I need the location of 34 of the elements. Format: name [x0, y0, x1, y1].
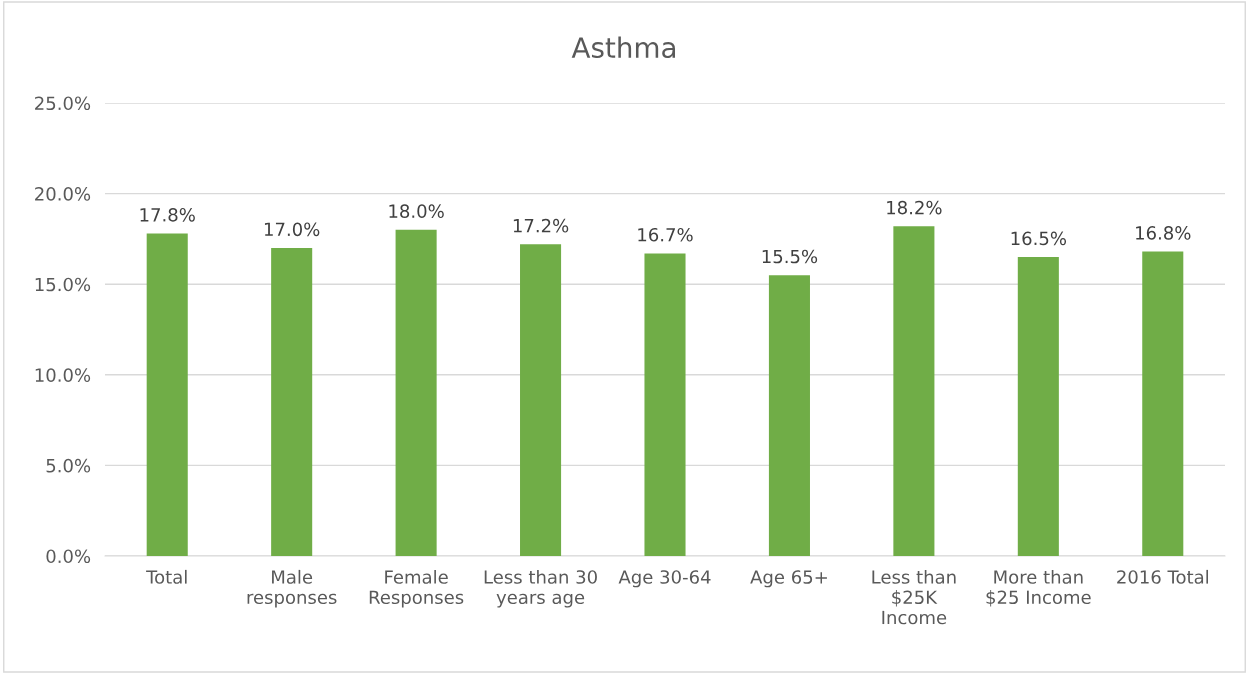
x-tick-label: Total	[146, 569, 187, 584]
bar	[893, 226, 935, 556]
y-tick-label: 0.0%	[46, 549, 91, 564]
x-tick-label: Less than $25K Income	[872, 569, 956, 625]
data-label: 18.2%	[887, 200, 942, 215]
data-label: 16.7%	[638, 227, 693, 242]
x-tick-label: Female Responses	[369, 569, 464, 608]
x-tick-label: Male responses	[247, 569, 337, 608]
data-label: 18.0%	[389, 204, 444, 219]
y-tick-label: 20.0%	[35, 187, 91, 201]
bar	[1142, 251, 1184, 556]
chart-title: Asthma	[571, 36, 676, 59]
x-tick-label: Age 65+	[750, 570, 827, 588]
y-tick-label: 15.0%	[35, 277, 91, 292]
x-tick-label: 2016 Total	[1117, 569, 1209, 584]
data-label: 17.8%	[140, 207, 195, 222]
bar	[1017, 257, 1059, 556]
data-label: 16.8%	[1136, 226, 1191, 240]
x-tick-label: Age 30-64	[618, 570, 711, 588]
bar	[520, 244, 562, 556]
y-tick-label: 10.0%	[35, 368, 91, 382]
data-label: 16.5%	[1011, 231, 1067, 246]
bar	[644, 253, 686, 556]
x-tick-label: More than $25 Income	[986, 569, 1091, 607]
y-tick-label: 25.0%	[35, 96, 91, 111]
x-tick-label: Less than 30 years age	[484, 569, 597, 608]
data-label: 15.5%	[762, 249, 818, 264]
bar	[271, 247, 313, 556]
bar	[395, 229, 437, 556]
bar	[768, 275, 810, 556]
bar	[146, 233, 188, 556]
y-tick-label: 5.0%	[46, 458, 91, 473]
data-label: 17.0%	[264, 222, 320, 237]
data-label: 17.2%	[513, 218, 569, 233]
